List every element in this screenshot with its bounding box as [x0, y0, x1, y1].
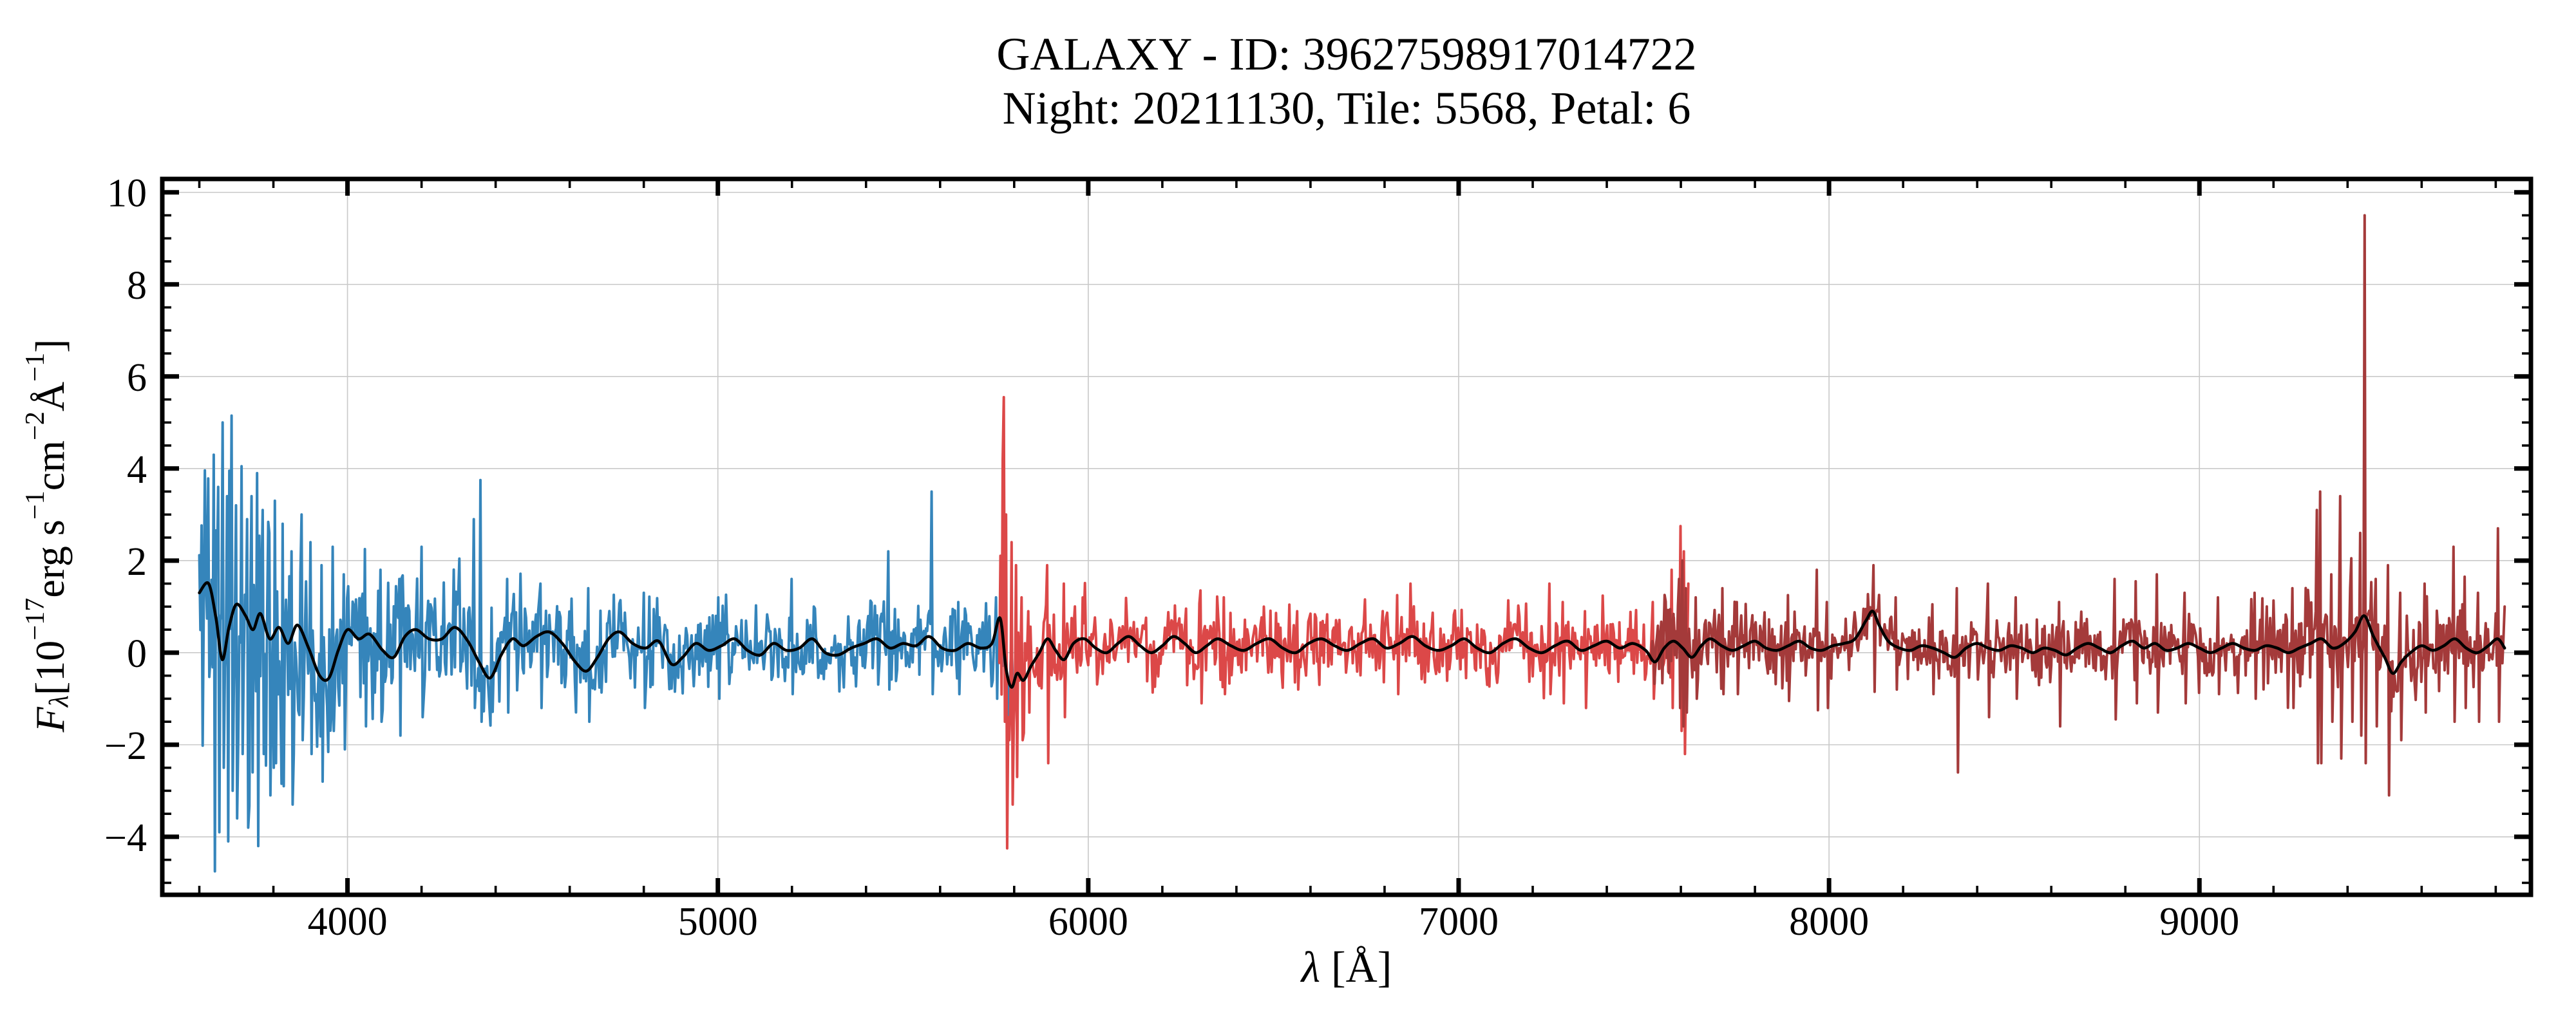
label-part: −1 — [20, 352, 51, 382]
x-tick-label: 5000 — [678, 900, 758, 944]
spectrum-arm-Z — [1650, 214, 2506, 797]
plot-spines — [160, 176, 2533, 897]
label-part: [Å] — [1320, 942, 1392, 991]
x-axis-label: λ [Å] — [1302, 944, 1392, 990]
y-tick-label: 4 — [127, 448, 147, 492]
axis-ticks — [162, 179, 2531, 895]
label-part: F — [27, 707, 73, 733]
y-tick-label: 6 — [127, 356, 147, 400]
title-block: GALAXY - ID: 39627598917014722 Night: 20… — [996, 27, 1696, 135]
y-tick-label: −4 — [104, 816, 147, 860]
x-tick-label: 6000 — [1048, 900, 1128, 944]
label-part: −1 — [20, 491, 51, 520]
smoothed-spectrum-line — [198, 581, 2506, 689]
label-part: [10 — [27, 640, 73, 695]
x-tick-label: 9000 — [2159, 900, 2239, 944]
label-part: −17 — [20, 597, 51, 641]
x-tick-label: 8000 — [1789, 900, 1869, 944]
gridlines — [162, 179, 2531, 895]
label-part: Å — [27, 381, 73, 412]
tick-labels: 4000 5000 6000 7000 8000 9000 −4 −2 0 2 4 6 8 10 — [104, 172, 2239, 944]
y-tick-label: 8 — [127, 264, 147, 308]
spectrum-arm-R — [998, 396, 1690, 850]
label-part: λ — [44, 695, 75, 707]
y-tick-label: 0 — [127, 632, 147, 676]
x-tick-label: 4000 — [308, 900, 388, 944]
label-part: ] — [27, 339, 73, 353]
y-tick-label: −2 — [104, 724, 147, 768]
x-tick-label: 7000 — [1419, 900, 1499, 944]
y-tick-label: 2 — [127, 540, 147, 584]
y-tick-label: 10 — [107, 172, 147, 216]
chart-title: GALAXY - ID: 39627598917014722 — [996, 28, 1697, 80]
label-part: cm — [27, 440, 73, 491]
label-part: erg s — [27, 520, 73, 598]
spectrum-arm-B — [198, 414, 1016, 873]
label-part: −2 — [20, 411, 51, 441]
chart-subtitle: Night: 20211130, Tile: 5568, Petal: 6 — [1002, 82, 1691, 134]
label-part: λ — [1301, 942, 1321, 991]
